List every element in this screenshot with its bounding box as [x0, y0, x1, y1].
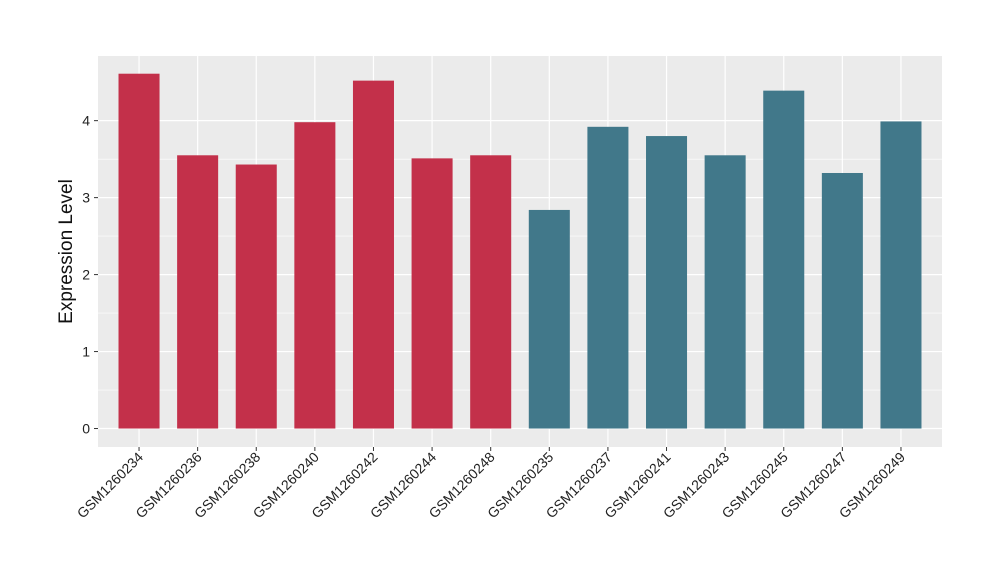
y-tick-label: 1 [82, 344, 90, 360]
bar [880, 121, 922, 429]
bars [118, 73, 922, 429]
bar [352, 80, 394, 429]
bar [528, 209, 570, 429]
y-axis-title: Expression Level [56, 179, 77, 324]
bar [235, 164, 277, 429]
y-tick-label: 2 [82, 267, 90, 283]
x-axis: GSM1260234GSM1260236GSM1260238GSM1260240… [74, 447, 908, 521]
y-tick-label: 4 [82, 113, 90, 129]
bar [587, 126, 629, 429]
bar [704, 155, 746, 429]
y-tick-label: 0 [82, 421, 90, 437]
bar [470, 155, 512, 429]
bar [118, 73, 160, 429]
y-axis: 0 1 2 3 4 [82, 113, 98, 437]
bar [411, 158, 453, 429]
y-tick-label: 3 [82, 190, 90, 206]
bar [821, 172, 863, 429]
bar [646, 136, 688, 429]
bar [177, 155, 219, 429]
plot-panel [98, 56, 942, 447]
bar [763, 90, 805, 429]
bar [294, 122, 336, 429]
